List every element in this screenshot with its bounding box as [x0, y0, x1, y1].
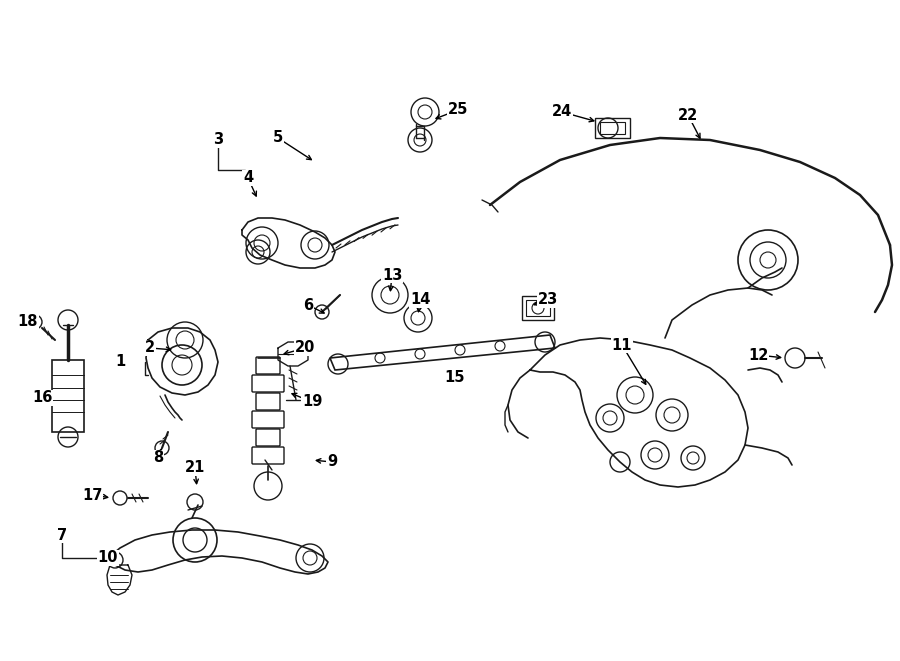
Text: 6: 6: [303, 297, 313, 313]
Text: 23: 23: [538, 293, 558, 307]
Text: 25: 25: [448, 102, 468, 118]
Text: 17: 17: [82, 488, 103, 502]
Bar: [522, 296, 554, 320]
Text: 20: 20: [295, 340, 315, 356]
Text: 1: 1: [115, 354, 125, 369]
Bar: [595, 118, 630, 138]
Text: 18: 18: [18, 315, 38, 329]
Text: 15: 15: [445, 371, 465, 385]
Bar: [52, 360, 84, 432]
Text: 9: 9: [327, 455, 338, 469]
Bar: [600, 122, 625, 134]
Text: 12: 12: [748, 348, 769, 362]
Text: 21: 21: [184, 461, 205, 475]
Text: 24: 24: [552, 104, 572, 120]
Text: 2: 2: [145, 340, 155, 356]
Text: 4: 4: [243, 171, 253, 186]
Text: 3: 3: [213, 132, 223, 147]
Text: 13: 13: [382, 268, 402, 282]
Text: 14: 14: [410, 293, 430, 307]
Text: 22: 22: [678, 108, 698, 122]
Text: 11: 11: [612, 338, 632, 352]
Text: 5: 5: [273, 130, 284, 145]
Bar: [526, 300, 550, 316]
Text: 16: 16: [32, 391, 52, 405]
Text: 8: 8: [153, 451, 163, 465]
Text: 10: 10: [98, 551, 118, 566]
Text: 7: 7: [57, 527, 68, 543]
Text: 19: 19: [302, 395, 322, 410]
